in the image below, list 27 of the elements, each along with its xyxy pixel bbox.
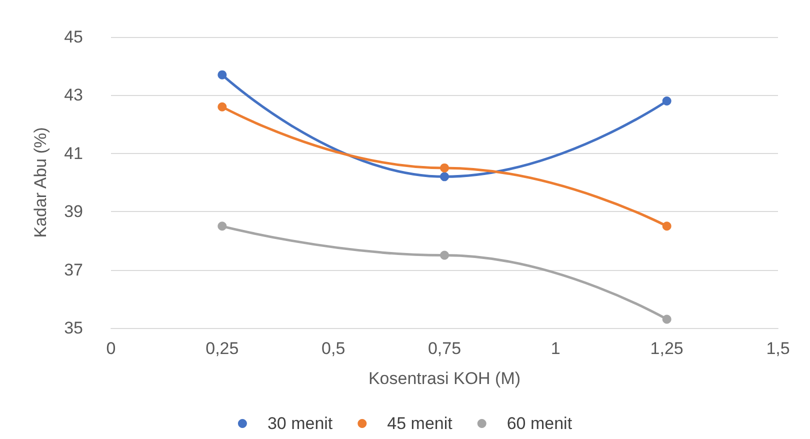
- y-tick-label: 43: [64, 86, 83, 105]
- y-tick-label: 37: [64, 260, 83, 280]
- y-tick-label: 39: [64, 202, 83, 222]
- point: [440, 163, 449, 172]
- point: [218, 102, 227, 112]
- x-tick-label: 0: [106, 339, 116, 358]
- y-tick-label: 41: [64, 144, 83, 163]
- x-tick-label: 1: [550, 339, 560, 358]
- point: [440, 172, 449, 182]
- point: [440, 250, 449, 260]
- x-tick-label: 1,25: [650, 339, 684, 358]
- legend-label: 30 menit: [267, 414, 333, 433]
- x-tick-label: 0,25: [206, 339, 239, 358]
- point: [662, 222, 672, 231]
- point: [662, 314, 672, 324]
- legend-label: 60 menit: [506, 414, 572, 433]
- x-axis-title: Kosentrasi KOH (M): [368, 369, 521, 388]
- point: [662, 96, 672, 106]
- x-tick-label: 0,75: [428, 339, 462, 358]
- y-tick-label: 35: [64, 318, 83, 338]
- point: [218, 222, 227, 231]
- y-axis-title: Kadar Abu (%): [31, 127, 50, 238]
- x-tick-label: 0,5: [322, 339, 346, 358]
- point: [218, 70, 227, 80]
- y-tick-label: 45: [64, 28, 83, 46]
- x-tick-label: 1,5: [766, 339, 790, 358]
- legend-label: 45 menit: [387, 414, 453, 433]
